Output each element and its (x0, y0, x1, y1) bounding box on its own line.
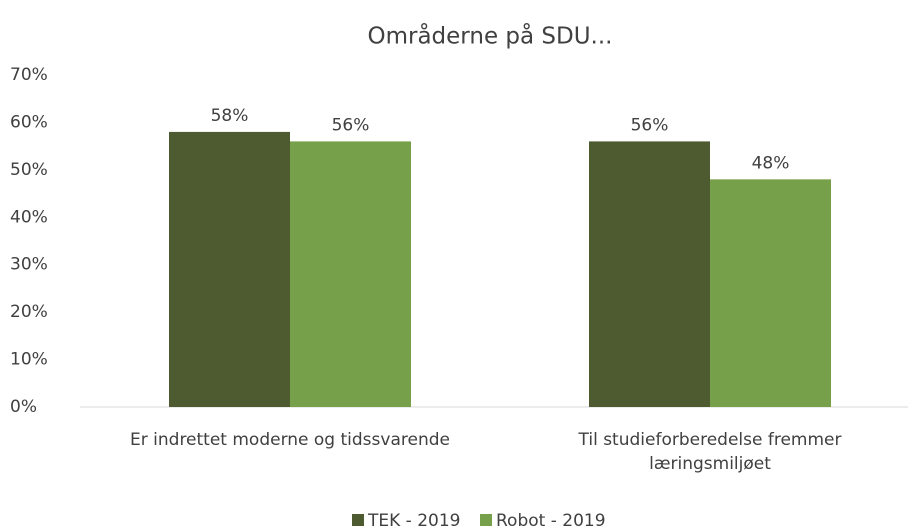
value-label: 58% (211, 106, 249, 126)
value-label: 56% (332, 115, 370, 135)
legend-label: Robot - 2019 (496, 511, 606, 531)
value-label: 48% (752, 153, 790, 173)
value-label: 56% (631, 115, 669, 135)
chart-title: Områderne på SDU... (368, 22, 613, 50)
y-tick-label: 0% (10, 397, 37, 417)
y-tick-label: 50% (10, 160, 48, 180)
x-tick-label: Er indrettet moderne og tidssvarende (130, 430, 450, 450)
bar (290, 141, 411, 407)
legend-swatch (352, 514, 364, 526)
bar (589, 141, 710, 407)
legend-swatch (480, 514, 492, 526)
y-tick-label: 20% (10, 302, 48, 322)
y-tick-label: 10% (10, 350, 48, 370)
y-tick-label: 40% (10, 207, 48, 227)
legend-label: TEK - 2019 (367, 511, 460, 531)
bar (710, 179, 831, 407)
x-tick-label: Til studieforberedelse fremmer læringsmi… (578, 430, 842, 474)
y-tick-label: 60% (10, 112, 48, 132)
bar (169, 131, 290, 407)
y-tick-label: 30% (10, 255, 48, 275)
y-tick-label: 70% (10, 65, 48, 85)
